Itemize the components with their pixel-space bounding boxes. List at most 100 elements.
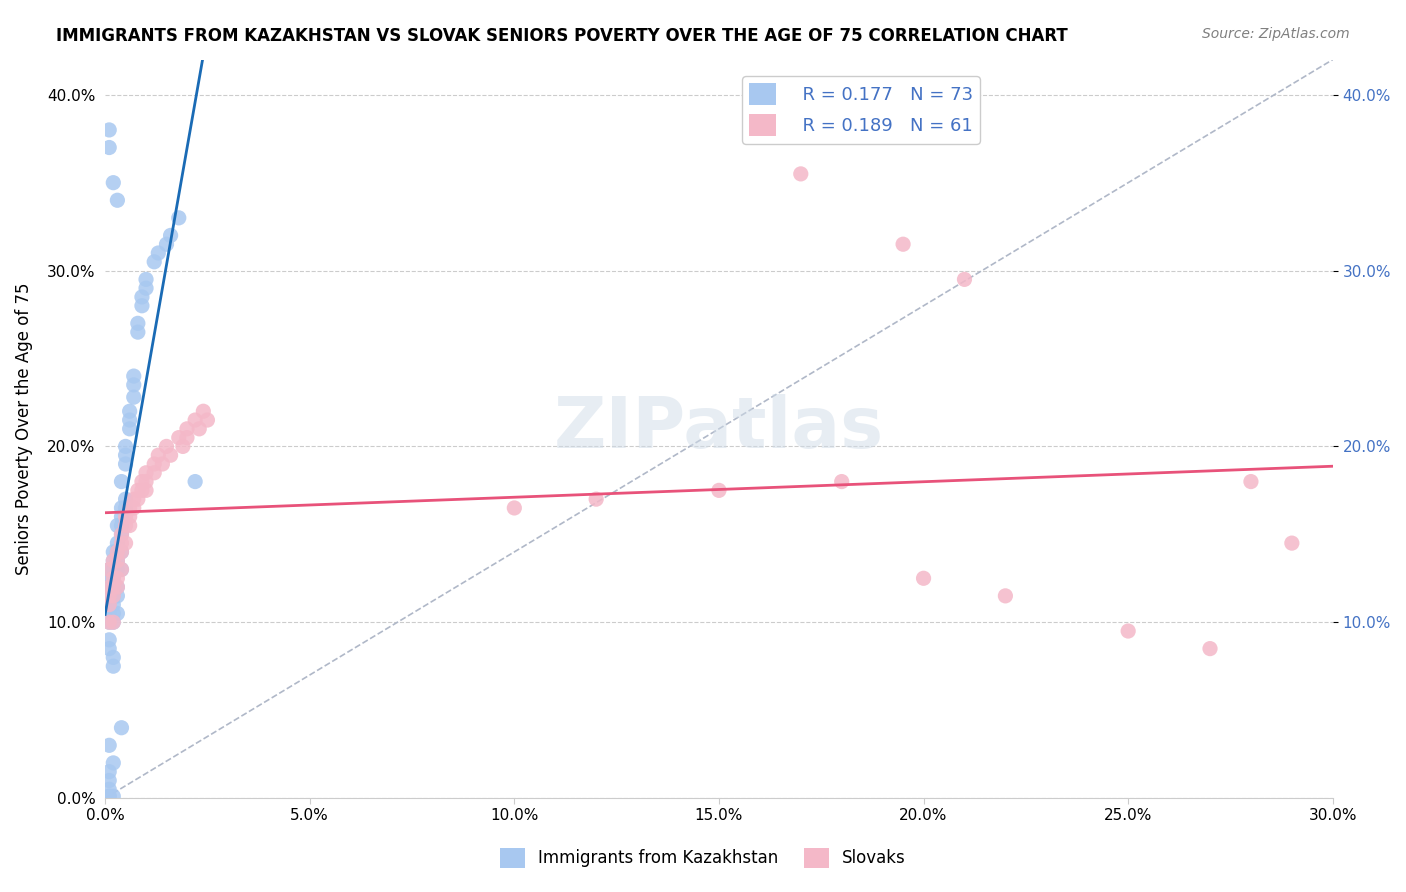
Point	[114, 500, 136, 515]
Point	[105, 554, 128, 568]
Point	[110, 509, 132, 524]
Point	[118, 413, 141, 427]
Point	[831, 475, 853, 489]
Point	[122, 390, 145, 404]
Point	[891, 237, 914, 252]
Y-axis label: Seniors Poverty Over the Age of 75: Seniors Poverty Over the Age of 75	[15, 283, 32, 575]
Point	[159, 228, 181, 243]
Point	[105, 545, 128, 559]
Text: IMMIGRANTS FROM KAZAKHSTAN VS SLOVAK SENIORS POVERTY OVER THE AGE OF 75 CORRELAT: IMMIGRANTS FROM KAZAKHSTAN VS SLOVAK SEN…	[56, 27, 1069, 45]
Point	[135, 272, 157, 286]
Point	[127, 316, 149, 330]
Point	[994, 589, 1017, 603]
Point	[143, 457, 166, 471]
Point	[98, 789, 121, 804]
Point	[98, 607, 121, 621]
Text: ZIPatlas: ZIPatlas	[554, 394, 884, 463]
Point	[184, 475, 207, 489]
Point	[103, 571, 125, 585]
Point	[148, 448, 170, 462]
Point	[114, 509, 136, 524]
Point	[105, 589, 128, 603]
Point	[103, 615, 125, 630]
Point	[98, 632, 121, 647]
Point	[103, 615, 125, 630]
Point	[193, 404, 215, 418]
Text: Source: ZipAtlas.com: Source: ZipAtlas.com	[1202, 27, 1350, 41]
Point	[167, 211, 190, 225]
Point	[98, 571, 121, 585]
Point	[98, 641, 121, 656]
Point	[197, 413, 219, 427]
Point	[105, 562, 128, 576]
Point	[118, 422, 141, 436]
Point	[110, 475, 132, 489]
Point	[143, 466, 166, 480]
Point	[135, 475, 157, 489]
Point	[1199, 641, 1222, 656]
Point	[790, 167, 813, 181]
Point	[135, 483, 157, 498]
Point	[110, 562, 132, 576]
Point	[103, 176, 125, 190]
Point	[122, 492, 145, 507]
Point	[148, 246, 170, 260]
Point	[105, 607, 128, 621]
Point	[114, 439, 136, 453]
Point	[98, 580, 121, 594]
Point	[98, 739, 121, 753]
Point	[98, 562, 121, 576]
Point	[155, 237, 177, 252]
Point	[114, 492, 136, 507]
Point	[98, 140, 121, 154]
Point	[105, 580, 128, 594]
Point	[172, 439, 194, 453]
Point	[110, 545, 132, 559]
Point	[98, 598, 121, 612]
Point	[110, 527, 132, 541]
Point	[503, 500, 526, 515]
Point	[103, 562, 125, 576]
Point	[953, 272, 976, 286]
Point	[159, 448, 181, 462]
Point	[103, 756, 125, 770]
Point	[105, 571, 128, 585]
Point	[98, 589, 121, 603]
Point	[118, 518, 141, 533]
Point	[98, 615, 121, 630]
Point	[131, 475, 153, 489]
Point	[114, 518, 136, 533]
Point	[98, 589, 121, 603]
Point	[118, 500, 141, 515]
Point	[118, 404, 141, 418]
Point	[184, 413, 207, 427]
Point	[98, 764, 121, 779]
Point	[103, 545, 125, 559]
Point	[176, 422, 198, 436]
Point	[167, 431, 190, 445]
Point	[103, 789, 125, 804]
Point	[98, 782, 121, 797]
Point	[912, 571, 935, 585]
Point	[135, 466, 157, 480]
Point	[176, 431, 198, 445]
Point	[114, 457, 136, 471]
Point	[110, 518, 132, 533]
Point	[114, 448, 136, 462]
Point	[103, 659, 125, 673]
Point	[110, 527, 132, 541]
Point	[1240, 475, 1263, 489]
Point	[143, 254, 166, 268]
Point	[98, 580, 121, 594]
Point	[98, 598, 121, 612]
Point	[105, 580, 128, 594]
Point	[1116, 624, 1139, 638]
Point	[127, 483, 149, 498]
Point	[105, 536, 128, 550]
Point	[585, 492, 607, 507]
Legend: Immigrants from Kazakhstan, Slovaks: Immigrants from Kazakhstan, Slovaks	[494, 841, 912, 875]
Point	[110, 721, 132, 735]
Point	[707, 483, 730, 498]
Point	[1281, 536, 1303, 550]
Point	[110, 536, 132, 550]
